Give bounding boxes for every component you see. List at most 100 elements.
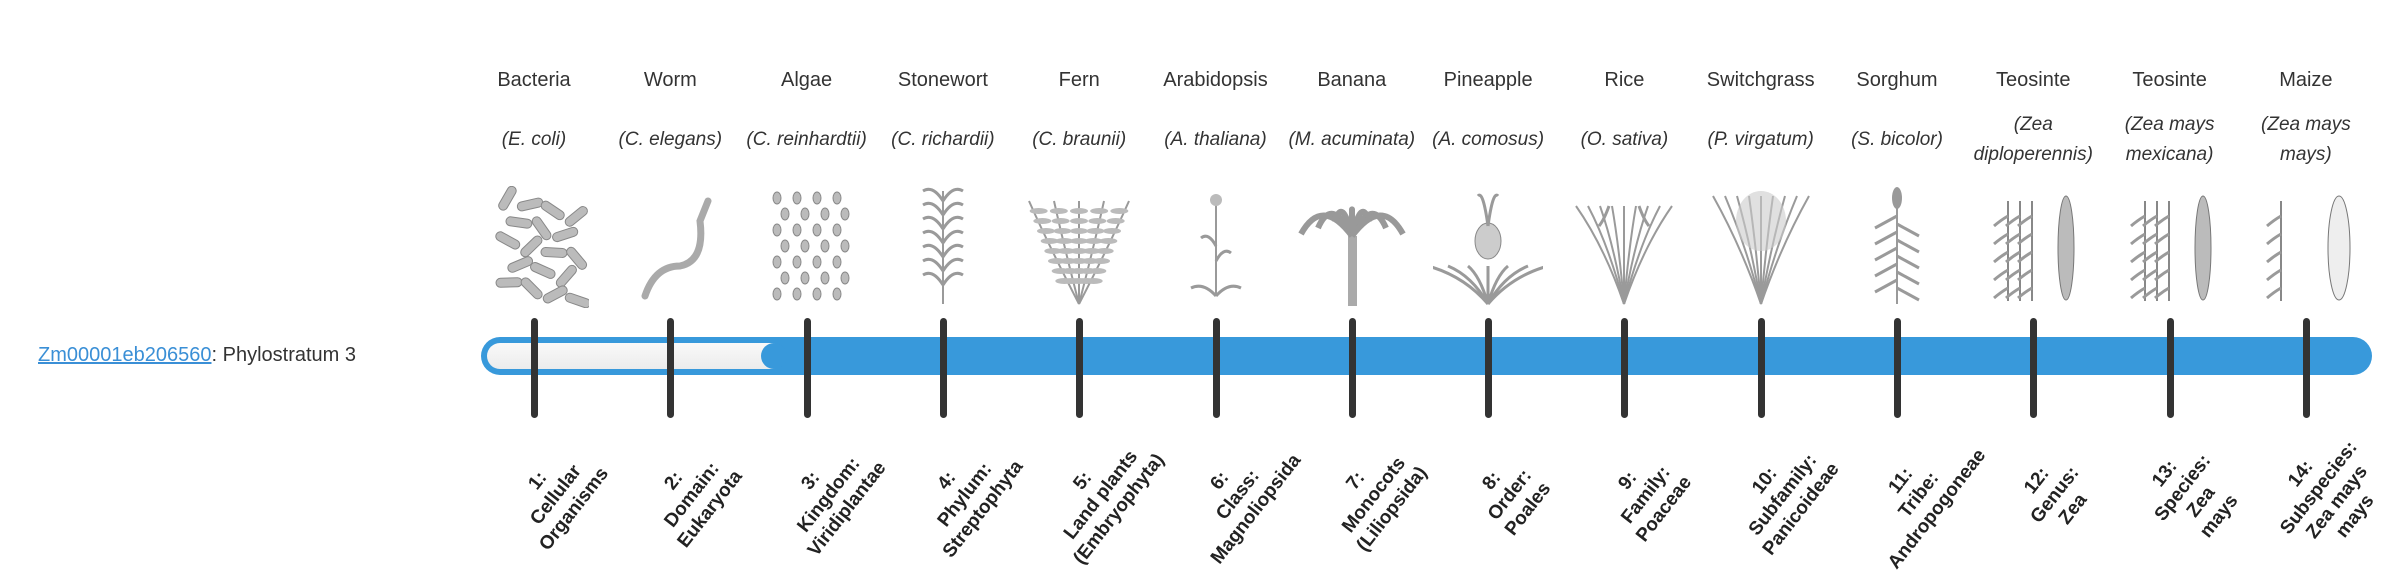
stratum-tick xyxy=(2302,318,2310,418)
organism-common-name: Switchgrass xyxy=(1706,69,1815,91)
organism-common-name: Teosinte xyxy=(1996,69,2071,91)
algae-illustration-icon xyxy=(752,186,862,308)
organism-species-name: (P. virgatum) xyxy=(1693,108,1829,172)
stratum-tick xyxy=(939,318,947,418)
stratum-tick xyxy=(2030,318,2038,418)
gene-id-link[interactable]: Zm00001eb206560 xyxy=(38,344,212,366)
stratum-tick xyxy=(667,318,675,418)
species-text: (P. virgatum) xyxy=(1707,129,1814,150)
stratum-label: 5: Land plants (Embryophyta) xyxy=(1033,421,1170,569)
organism-common-name: Arabidopsis xyxy=(1163,69,1268,91)
species-text: (C. richardii) xyxy=(891,129,995,150)
stratum-label: 8: Order: Poales xyxy=(1464,450,1556,541)
organism-column: Teosinte (Zea diploperennis) xyxy=(1965,62,2101,308)
gene-phylostratum-summary: Zm00001eb206560: Phylostratum 3 xyxy=(38,340,356,370)
organism-common-name: Bacteria xyxy=(497,69,571,91)
stratum-tick xyxy=(1621,318,1629,418)
species-text: (C. reinhardtii) xyxy=(746,129,867,150)
stratum-label: 3: Kingdom: Viridiplantae xyxy=(766,429,890,561)
organism-column: Arabidopsis (A. thaliana) xyxy=(1148,62,1284,308)
stratum-label: 10: Subfamily: Panicoideae xyxy=(1721,430,1844,560)
organism-column: Rice (O. sativa) xyxy=(1556,62,1692,308)
organism-species-name: (A. comosus) xyxy=(1420,108,1556,172)
organism-column: Switchgrass (P. virgatum) xyxy=(1693,62,1829,308)
stratum-tick xyxy=(803,318,811,418)
organism-column: Algae (C. reinhardtii) xyxy=(739,62,875,308)
species-text: (Zea mays mays) xyxy=(2261,114,2351,165)
organism-common-name: Banana xyxy=(1317,69,1387,91)
phylostratum-bar xyxy=(481,337,2372,375)
organism-common-name: Maize xyxy=(2279,69,2333,91)
arabidopsis-illustration-icon xyxy=(1161,186,1271,308)
organism-species-name: (C. elegans) xyxy=(602,108,738,172)
species-text: (M. acuminata) xyxy=(1288,129,1416,150)
organism-species-name: (C. braunii) xyxy=(1011,108,1147,172)
organism-column: Pineapple (A. comosus) xyxy=(1420,62,1556,308)
species-text: (E. coli) xyxy=(501,129,567,150)
organism-common-name: Stonewort xyxy=(897,69,988,91)
organism-column: Maize (Zea mays mays) xyxy=(2238,62,2374,308)
organism-species-name: (C. richardii) xyxy=(875,108,1011,172)
bar-fill-cap xyxy=(760,343,787,369)
species-text: (S. bicolor) xyxy=(1851,129,1943,150)
organism-species-name: (E. coli) xyxy=(466,108,602,172)
organism-common-name: Rice xyxy=(1604,69,1645,91)
teosinte-illustration-icon xyxy=(1978,186,2088,308)
organism-column: Bacteria (E. coli) xyxy=(466,62,602,309)
organism-column: Fern (C. braunii) xyxy=(1011,62,1147,308)
species-text: (A. comosus) xyxy=(1432,129,1545,150)
organism-species-name: (C. reinhardtii) xyxy=(739,108,875,172)
organism-common-name: Pineapple xyxy=(1443,69,1533,91)
maize-illustration-icon xyxy=(2251,186,2361,308)
organism-column: Teosinte (Zea mays mexicana) xyxy=(2102,62,2238,308)
stratum-label: 14: Subspecies: Zea mays mays xyxy=(2257,423,2398,568)
organism-column: Stonewort (C. richardii) xyxy=(875,62,1011,308)
stratum-tick xyxy=(1212,318,1220,418)
organism-species-name: (Zea diploperennis) xyxy=(1965,108,2101,172)
organism-species-name: (S. bicolor) xyxy=(1829,108,1965,172)
pineapple-illustration-icon xyxy=(1427,186,1549,308)
teosinte-illustration-icon xyxy=(2115,186,2225,308)
stonewort-illustration-icon xyxy=(888,186,998,308)
bacteria-illustration-icon xyxy=(479,185,591,309)
organism-common-name: Teosinte xyxy=(2132,69,2207,91)
organism-species-name: (M. acuminata) xyxy=(1284,108,1420,172)
species-text: (O. sativa) xyxy=(1580,129,1669,150)
stratum-tick xyxy=(1076,318,1084,418)
species-text: (Zea mays mexicana) xyxy=(2124,114,2215,165)
organism-column: Banana (M. acuminata) xyxy=(1284,62,1420,308)
stratum-label: 13: Species: Zea mays xyxy=(2131,436,2252,554)
phylostratum-text: Phylostratum 3 xyxy=(217,344,356,366)
organism-species-name: (A. thaliana) xyxy=(1148,108,1284,172)
banana-illustration-icon xyxy=(1297,186,1407,308)
species-text: (Zea diploperennis) xyxy=(1973,114,2093,165)
organism-column: Sorghum (S. bicolor) xyxy=(1829,62,1965,308)
stratum-label: 6: Class: Magnoliopsida xyxy=(1169,421,1305,568)
organism-common-name: Algae xyxy=(781,69,833,91)
organism-column: Worm (C. elegans) xyxy=(602,62,738,308)
stratum-tick xyxy=(1348,318,1356,418)
stratum-label: 11: Tribe: Andropogoneae xyxy=(1847,416,1991,573)
stratum-tick xyxy=(1485,318,1493,418)
species-text: (C. elegans) xyxy=(618,129,723,150)
stratum-tick xyxy=(2166,318,2174,418)
stratum-tick xyxy=(1757,318,1765,418)
species-text: (C. braunii) xyxy=(1032,129,1127,150)
sorghum-illustration-icon xyxy=(1842,186,1952,308)
stratum-label: 12: Genus: Zea xyxy=(2008,448,2103,542)
rice-illustration-icon xyxy=(1569,186,1679,308)
stratum-label: 9: Family: Poaceae xyxy=(1595,443,1697,546)
organism-species-name: (O. sativa) xyxy=(1556,108,1692,172)
organism-species-name: (Zea mays mexicana) xyxy=(2102,108,2238,172)
organism-common-name: Worm xyxy=(643,69,697,91)
fern-illustration-icon xyxy=(1024,186,1134,308)
worm-illustration-icon xyxy=(615,186,725,308)
stratum-tick xyxy=(531,318,538,418)
organism-common-name: Fern xyxy=(1058,69,1100,91)
stratum-label: 1: Cellular Organisms xyxy=(498,435,613,556)
gene-separator: : xyxy=(211,344,218,366)
stratum-label: 7: Monocots (Liliopsida) xyxy=(1315,434,1432,556)
stratum-label: 4: Phylum: Streptophyta xyxy=(902,428,1029,563)
stratum-label: 2: Domain: Eukaryota xyxy=(637,438,748,553)
species-text: (A. thaliana) xyxy=(1164,129,1267,150)
